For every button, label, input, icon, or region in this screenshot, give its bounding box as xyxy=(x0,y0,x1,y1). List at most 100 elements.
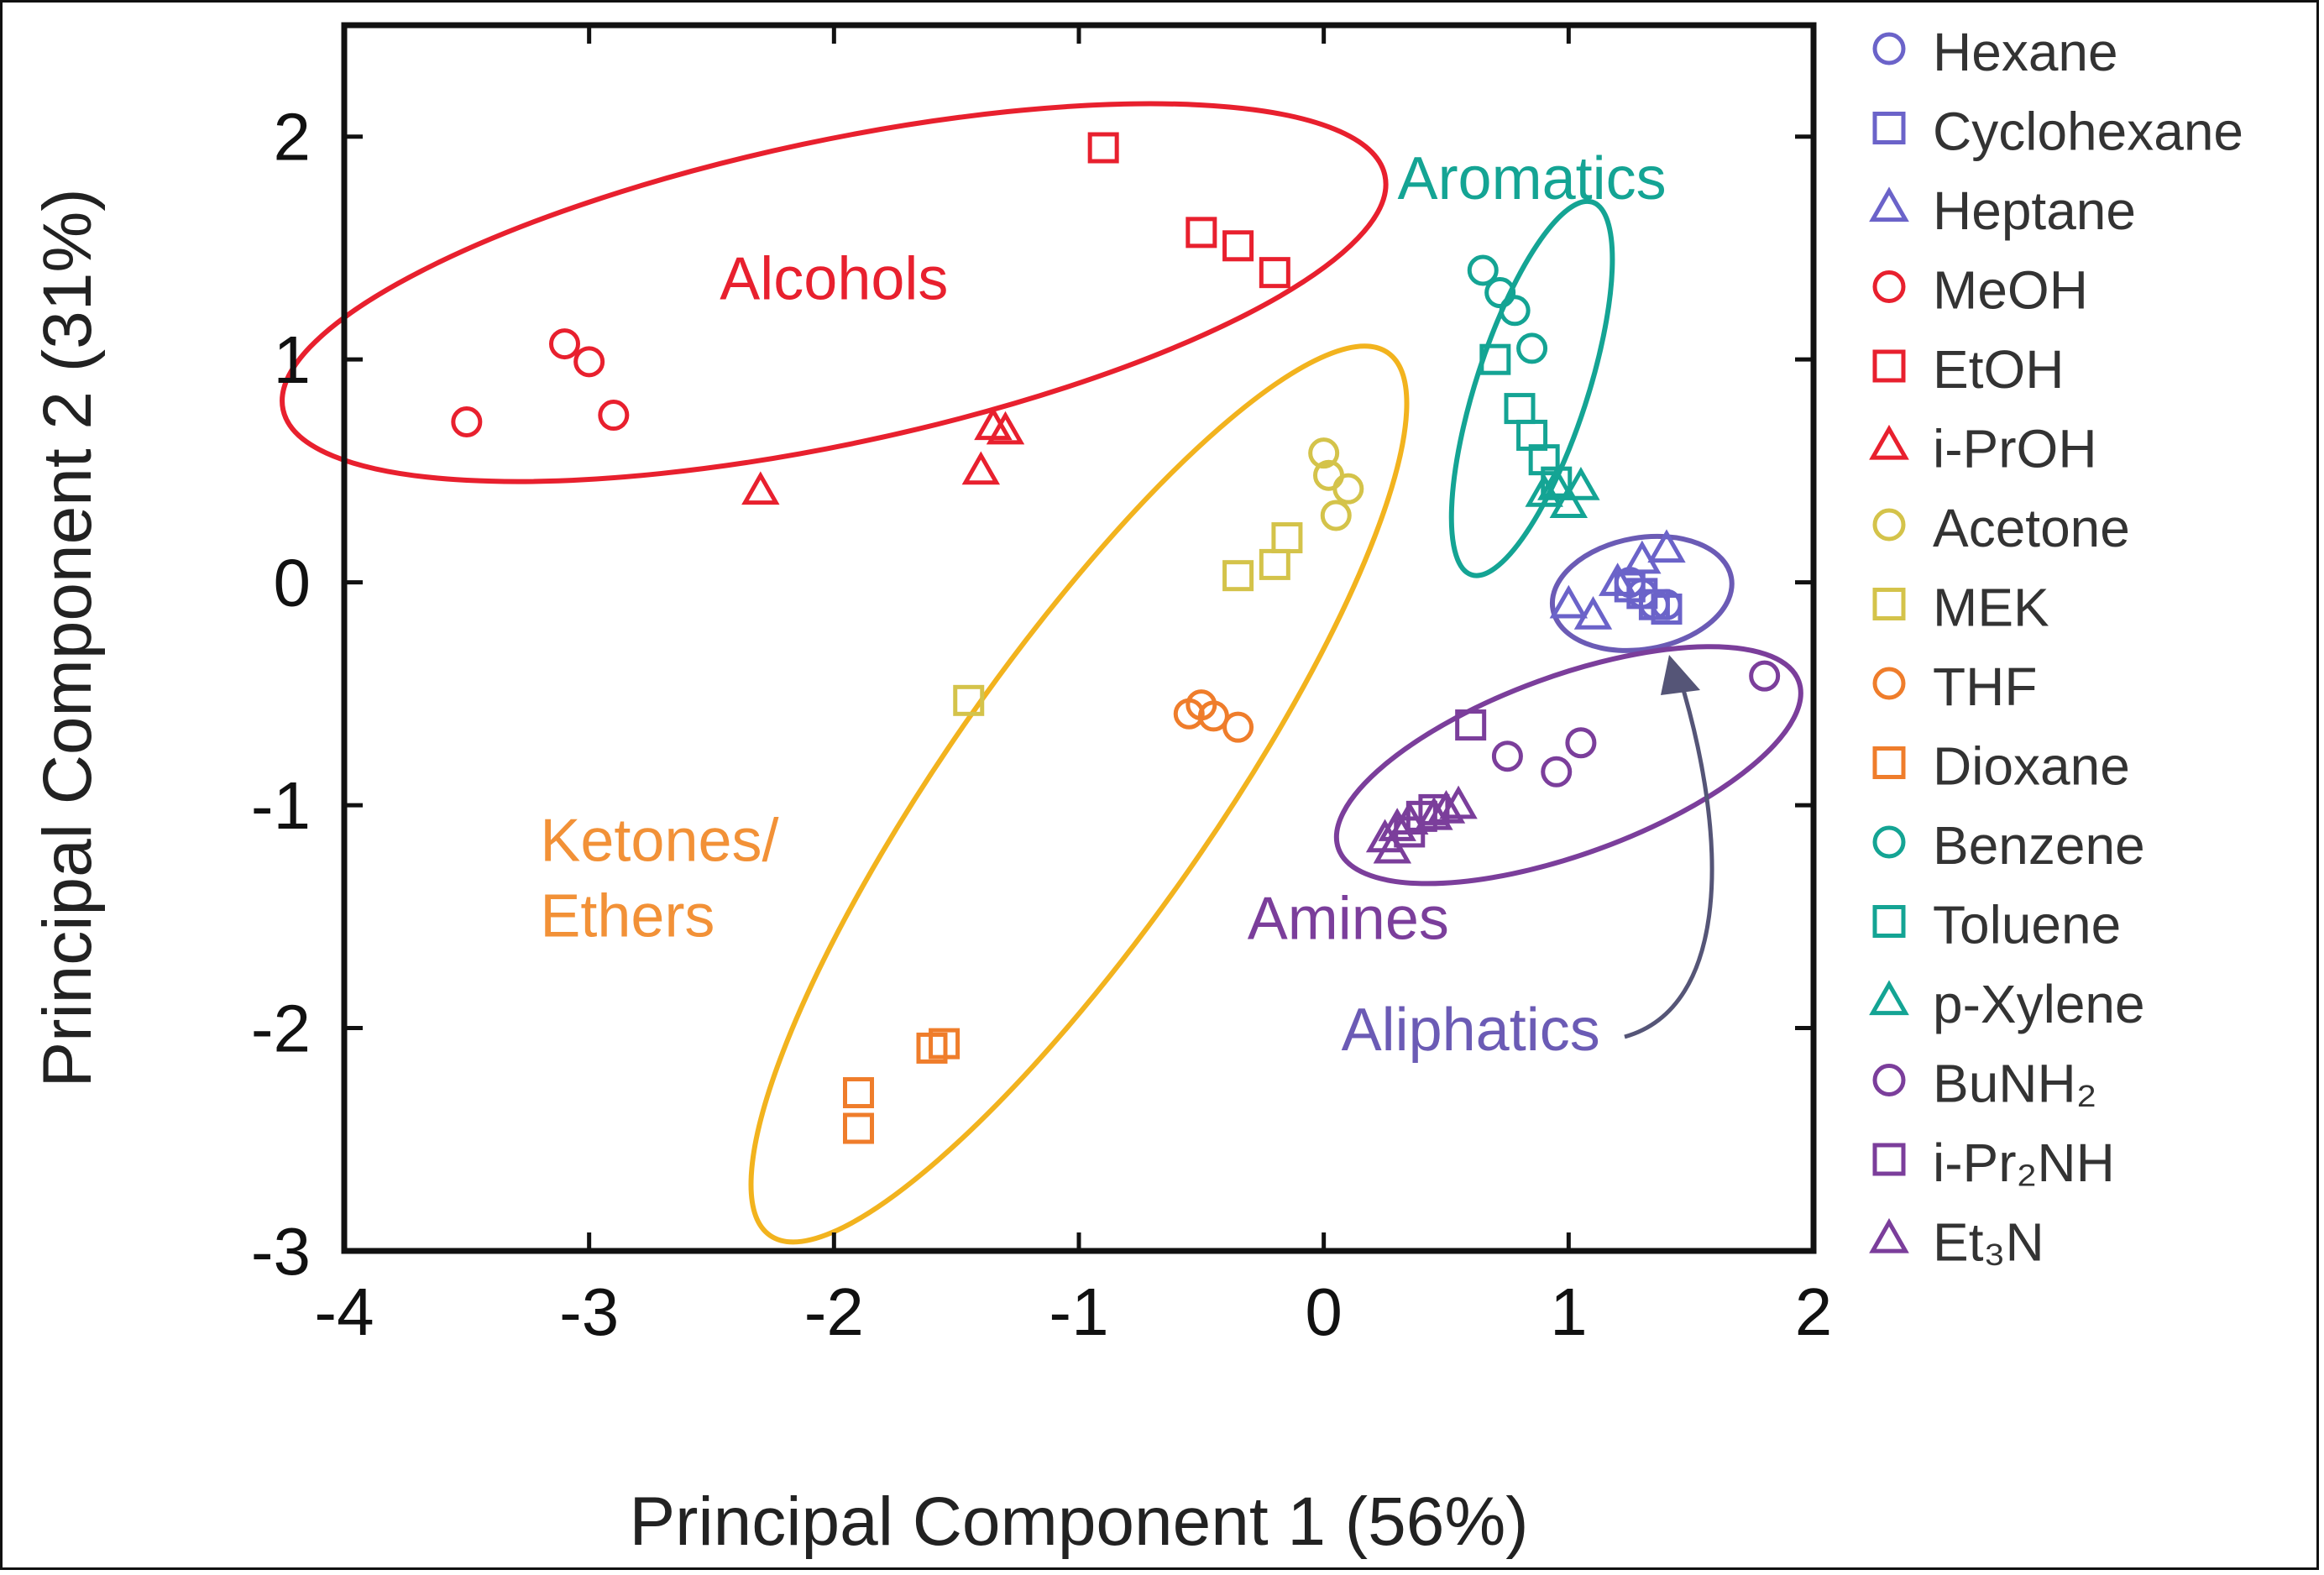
ellipse-amines xyxy=(1333,644,1803,887)
point-bunh xyxy=(1565,727,1597,759)
point-i-proh xyxy=(961,451,1001,485)
point-dioxane xyxy=(843,1112,874,1144)
x-tick-label: 0 xyxy=(1305,1274,1343,1349)
legend-marker-thf xyxy=(1872,667,1906,700)
point-etoh xyxy=(1259,257,1290,289)
y-axis-label: Principal Component 2 (31%) xyxy=(29,188,106,1087)
cluster-label-aliphatics: Aliphatics xyxy=(1342,997,1600,1064)
point-meoh xyxy=(451,406,483,438)
point-heptane xyxy=(1598,562,1637,596)
point-mek xyxy=(953,684,985,716)
point-heptane xyxy=(1573,596,1613,630)
ellipse-alcohols xyxy=(280,101,1389,484)
aliphatics-arrow xyxy=(1624,675,1714,1039)
point-p-xylene xyxy=(1549,484,1589,519)
point-et-n xyxy=(1390,801,1429,835)
cluster-labels: Alcohols Ketones/Ethers Aromatics Aliphatic… xyxy=(540,145,1666,1064)
legend-label: Benzene xyxy=(1933,815,2145,876)
x-axis-label: Principal Component 1 (56%) xyxy=(629,1483,1528,1560)
point-et-n xyxy=(1439,785,1478,819)
point-heptane xyxy=(1549,584,1589,619)
legend-label: Et₃N xyxy=(1933,1212,2044,1273)
legend-label: MeOH xyxy=(1933,260,2088,321)
point-p-xylene xyxy=(1562,467,1600,500)
x-tick-label: -1 xyxy=(1049,1274,1108,1349)
point-heptane xyxy=(1647,529,1686,563)
legend-label: p-Xylene xyxy=(1933,974,2145,1034)
point-mek xyxy=(1271,522,1303,554)
legend: Hexane Cyclohexane Heptane MeOH EtOH i-PrOH Ac… xyxy=(1869,22,2243,1273)
legend-marker-dioxane xyxy=(1872,746,1906,779)
point-mek xyxy=(1222,560,1254,592)
legend-marker-hexane xyxy=(1872,32,1906,65)
point-dioxane xyxy=(843,1077,874,1109)
y-tick-label: -2 xyxy=(251,992,311,1066)
point-mek xyxy=(1259,548,1290,580)
cluster-label-amines: Amines xyxy=(1248,885,1449,952)
point-meoh xyxy=(598,400,630,432)
ellipse-aromatics xyxy=(1448,198,1615,578)
y-tick-label: 1 xyxy=(274,322,311,397)
cluster-label-alcohols: Alcohols xyxy=(720,246,948,313)
point-etoh xyxy=(1087,132,1119,164)
point-etoh xyxy=(1222,230,1254,262)
legend-marker-p-xylene xyxy=(1869,980,1909,1016)
point-cyclohexane xyxy=(1651,593,1683,625)
legend-marker-toluene xyxy=(1872,905,1906,938)
data-points xyxy=(451,132,1781,1144)
legend-label: BuNH₂ xyxy=(1933,1054,2097,1114)
x-tick-label: -2 xyxy=(804,1274,864,1349)
legend-label: Acetone xyxy=(1933,498,2130,558)
legend-marker-acetone xyxy=(1872,508,1906,542)
point-p-xylene xyxy=(1537,467,1576,500)
legend-marker-benzene xyxy=(1872,825,1906,859)
point-benzene xyxy=(1467,254,1499,286)
point-acetone xyxy=(1332,473,1364,505)
legend-marker-i-pr-nh xyxy=(1872,1143,1906,1176)
legend-marker-heptane xyxy=(1869,186,1909,222)
legend-marker-mek xyxy=(1872,588,1906,620)
legend-marker-etoh xyxy=(1872,349,1906,383)
point-p-xylene xyxy=(1525,474,1563,507)
point-benzene xyxy=(1499,295,1531,327)
point-et-n xyxy=(1373,829,1412,864)
point-thf xyxy=(1197,700,1229,732)
legend-label: Cyclohexane xyxy=(1933,102,2243,162)
x-tick-label: -3 xyxy=(559,1274,619,1349)
point-dioxane xyxy=(929,1028,960,1060)
cluster-label-ketones: Ketones/Ethers xyxy=(540,807,778,950)
legend-label: i-Pr₂NH xyxy=(1933,1133,2115,1193)
y-tick-label: -1 xyxy=(251,768,311,843)
point-i-proh xyxy=(986,411,1025,445)
legend-marker-cyclohexane xyxy=(1872,112,1906,144)
point-etoh xyxy=(1186,217,1217,249)
point-acetone xyxy=(1308,437,1340,469)
y-tick-label: -3 xyxy=(251,1214,311,1289)
y-tick-label: 0 xyxy=(274,546,311,620)
x-tick-label: -4 xyxy=(314,1274,374,1349)
legend-label: EtOH xyxy=(1933,339,2064,400)
point-bunh xyxy=(1541,756,1573,788)
x-tick-label: 2 xyxy=(1795,1274,1833,1349)
legend-label: Heptane xyxy=(1933,181,2136,241)
point-toluene xyxy=(1504,393,1536,425)
point-toluene xyxy=(1479,343,1511,375)
x-tick-label: 1 xyxy=(1550,1274,1588,1349)
legend-label: Toluene xyxy=(1933,895,2121,955)
point-meoh xyxy=(549,328,580,360)
ellipse-ketones-ethers xyxy=(748,343,1410,1245)
legend-marker-meoh xyxy=(1872,270,1906,303)
point-bunh xyxy=(1749,660,1781,692)
cluster-ellipses xyxy=(280,101,1803,1245)
point-benzene xyxy=(1516,332,1548,364)
point-meoh xyxy=(573,346,605,378)
point-et-n xyxy=(1426,789,1466,824)
ellipse-aliphatics xyxy=(1549,533,1735,653)
legend-marker-i-proh xyxy=(1869,424,1909,460)
point-bunh xyxy=(1491,740,1523,772)
legend-label: i-PrOH xyxy=(1933,419,2097,479)
legend-label: THF xyxy=(1933,657,2037,717)
